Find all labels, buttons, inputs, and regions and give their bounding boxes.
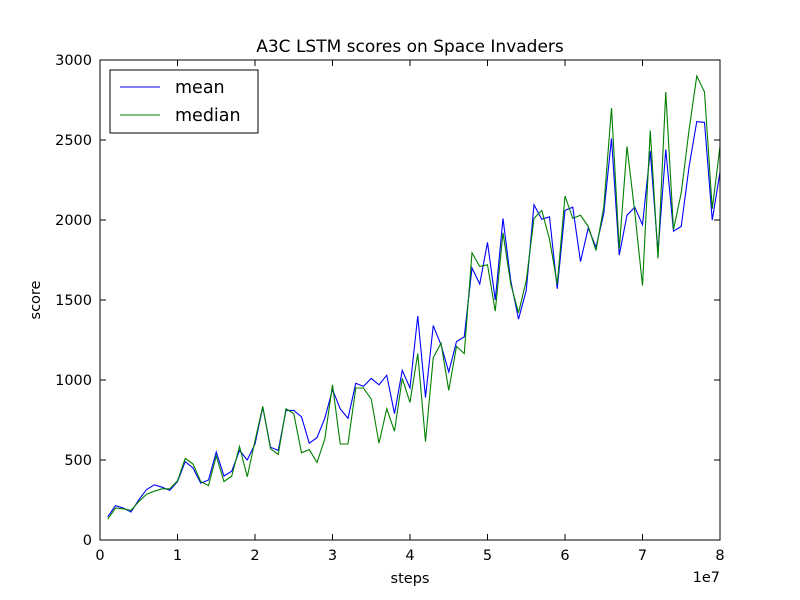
x-axis: 0 1 2 3 4 5 6 7 8 [95, 60, 725, 564]
legend-label-median: median [175, 106, 241, 126]
series-line-median [107, 74, 721, 520]
x-tick-label: 6 [560, 548, 569, 564]
series-line-mean [107, 121, 721, 518]
x-tick-label: 8 [715, 548, 724, 564]
y-tick-label: 1500 [55, 293, 92, 309]
x-tick-label: 1 [173, 548, 182, 564]
x-tick-label: 4 [405, 548, 414, 564]
x-tick-label: 3 [328, 548, 337, 564]
x-tick-label: 5 [483, 548, 492, 564]
x-tick-label: 2 [250, 548, 259, 564]
legend-label-mean: mean [175, 78, 225, 98]
y-axis: 0 500 1000 1500 2000 2500 3000 [55, 53, 720, 549]
x-axis-label: steps [391, 571, 430, 587]
y-tick-label: 2000 [55, 213, 92, 229]
y-tick-label: 1000 [55, 373, 92, 389]
y-axis-label: score [28, 280, 44, 319]
x-axis-scale-label: 1e7 [693, 570, 720, 586]
chart-title: A3C LSTM scores on Space Invaders [256, 37, 564, 57]
y-tick-label: 500 [64, 453, 92, 469]
legend: mean median [109, 69, 259, 134]
x-tick-label: 7 [638, 548, 647, 564]
y-tick-label: 0 [83, 533, 92, 549]
legend-box [109, 69, 259, 134]
y-tick-label: 3000 [55, 53, 92, 69]
plot-lines [107, 74, 721, 520]
x-tick-label: 0 [95, 548, 104, 564]
y-tick-label: 2500 [55, 133, 92, 149]
